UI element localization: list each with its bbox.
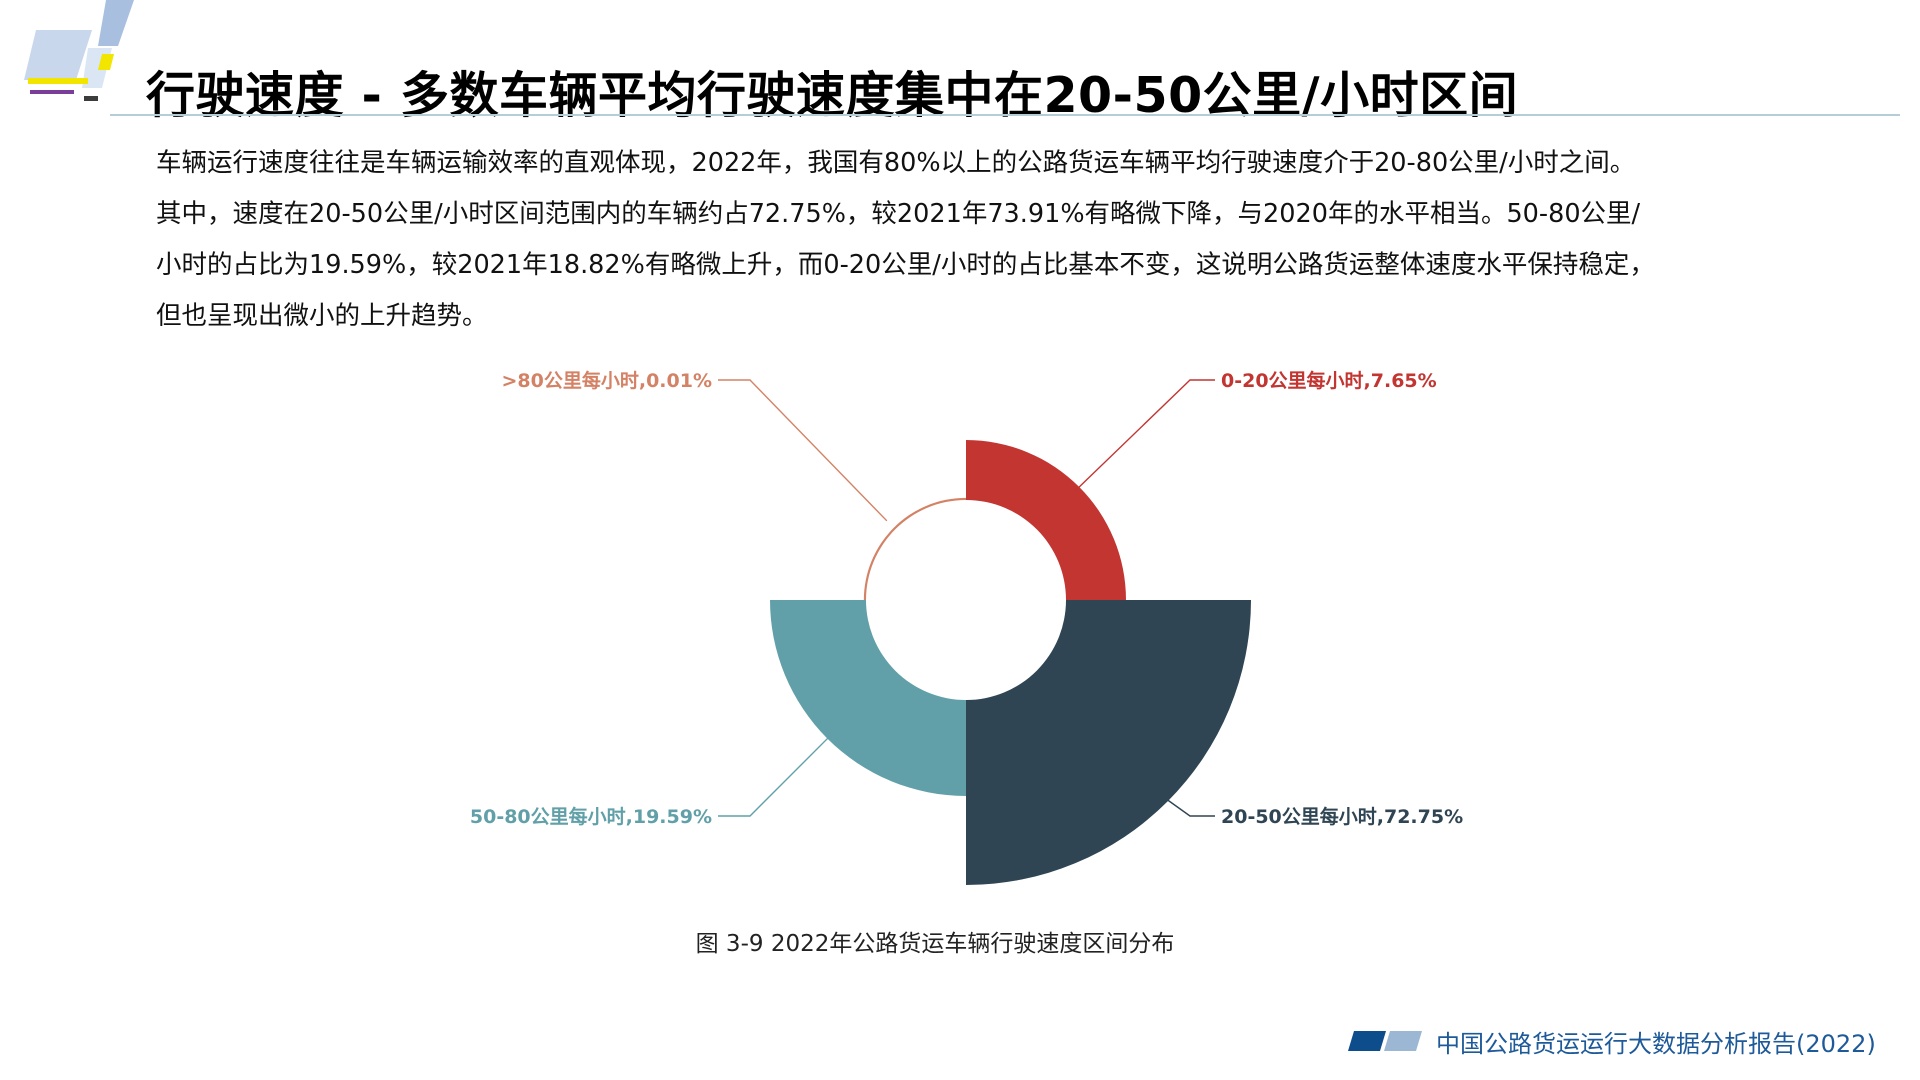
leader-line-0-20- bbox=[1072, 379, 1215, 494]
leader-line-over-80- bbox=[718, 379, 888, 522]
figure-caption: 图 3-9 2022年公路货运车辆行驶速度区间分布 bbox=[695, 931, 1175, 957]
slice-label-0-20-: 0-20公里每小时,7.65% bbox=[1221, 369, 1437, 392]
slice-label-over-80-: >80公里每小时,0.01% bbox=[502, 369, 713, 392]
title-divider bbox=[110, 114, 1900, 116]
leader-line-20-50- bbox=[1161, 795, 1215, 817]
footer-logo-marks bbox=[1348, 1031, 1422, 1051]
paragraph-line: 小时的占比为19.59%，较2021年18.82%有略微上升，而0-20公里/小… bbox=[156, 250, 1655, 280]
footer-report-title: 中国公路货运运行大数据分析报告(2022) bbox=[1436, 1030, 1876, 1058]
leader-line-50-80- bbox=[718, 732, 834, 817]
body-paragraph: 车辆运行速度往往是车辆运输效率的直观体现，2022年，我国有80%以上的公路货运… bbox=[156, 138, 1796, 342]
rose-slice-20-50-[interactable] bbox=[966, 600, 1251, 885]
slice-label-20-50-: 20-50公里每小时,72.75% bbox=[1221, 805, 1463, 828]
paragraph-line: 其中，速度在20-50公里/小时区间范围内的车辆约占72.75%，较2021年7… bbox=[156, 199, 1641, 229]
slice-label-50-80-: 50-80公里每小时,19.59% bbox=[470, 805, 712, 828]
paragraph-line: 但也呈现出微小的上升趋势。 bbox=[156, 301, 488, 331]
rose-slice-50-80-[interactable] bbox=[769, 600, 966, 797]
corner-decoration bbox=[24, 0, 134, 101]
rose-slice-0-20-[interactable] bbox=[966, 440, 1126, 600]
paragraph-line: 车辆运行速度往往是车辆运输效率的直观体现，2022年，我国有80%以上的公路货运… bbox=[156, 148, 1636, 178]
